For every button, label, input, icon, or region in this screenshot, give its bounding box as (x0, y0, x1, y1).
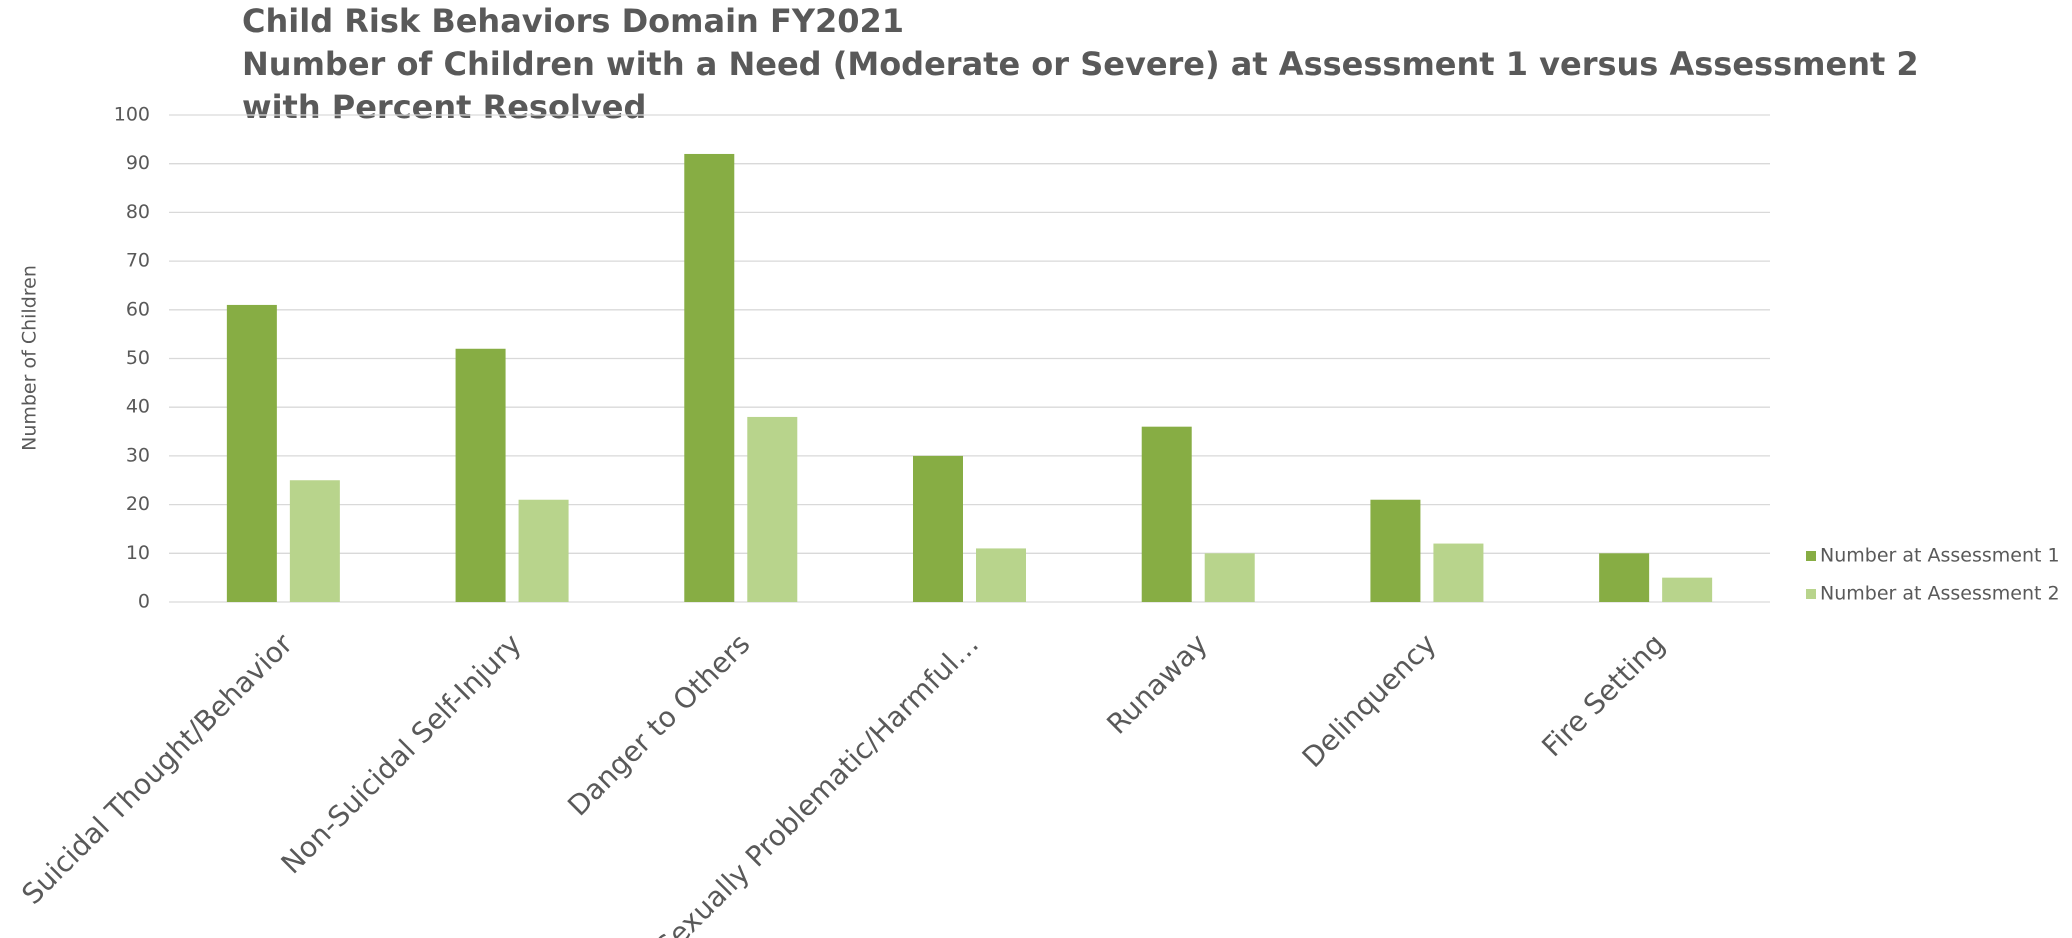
x-tick-label: Non-Suicidal Self-Injury (275, 627, 528, 880)
y-tick-label: 10 (126, 542, 150, 564)
chart-title: Number of Children with a Need (Moderate… (242, 45, 1919, 83)
y-tick-label: 80 (126, 201, 150, 223)
bar (518, 499, 569, 602)
legend-label: Number at Assessment 2 (1820, 583, 2060, 605)
y-tick-label: 90 (126, 152, 150, 174)
bar (913, 455, 963, 602)
bar (1599, 553, 1650, 602)
chart-title: with Percent Resolved (242, 88, 646, 126)
x-tick-label: Danger to Others (561, 627, 756, 822)
y-tick-label: 70 (126, 250, 150, 272)
bar (976, 548, 1026, 602)
legend-label: Number at Assessment 1 (1820, 545, 2060, 567)
x-tick-label: Suicidal Thought/Behavior (15, 627, 299, 911)
x-tick-label: Runaway (1100, 627, 1213, 740)
bar (1433, 543, 1484, 602)
y-tick-label: 50 (126, 347, 150, 369)
x-tick-label: Delinquency (1296, 627, 1443, 774)
bar (455, 348, 506, 602)
legend-swatch (1806, 589, 1816, 599)
y-axis-label: Number of Children (19, 265, 41, 451)
y-tick-label: 40 (126, 396, 150, 418)
bar (1662, 577, 1713, 602)
chart-title: Child Risk Behaviors Domain FY2021 (242, 2, 904, 40)
bar (1370, 499, 1421, 602)
y-tick-label: 20 (126, 493, 150, 515)
bar (289, 480, 340, 602)
bar (226, 304, 277, 602)
y-tick-label: 60 (126, 298, 150, 320)
y-tick-label: 100 (114, 104, 150, 126)
bar (1141, 426, 1192, 602)
y-tick-label: 0 (138, 591, 150, 613)
legend-swatch (1806, 551, 1816, 561)
y-tick-label: 30 (126, 444, 150, 466)
bar (1204, 553, 1255, 602)
bar (747, 416, 798, 602)
bar (684, 153, 735, 602)
x-tick-label: Fire Setting (1535, 627, 1671, 763)
